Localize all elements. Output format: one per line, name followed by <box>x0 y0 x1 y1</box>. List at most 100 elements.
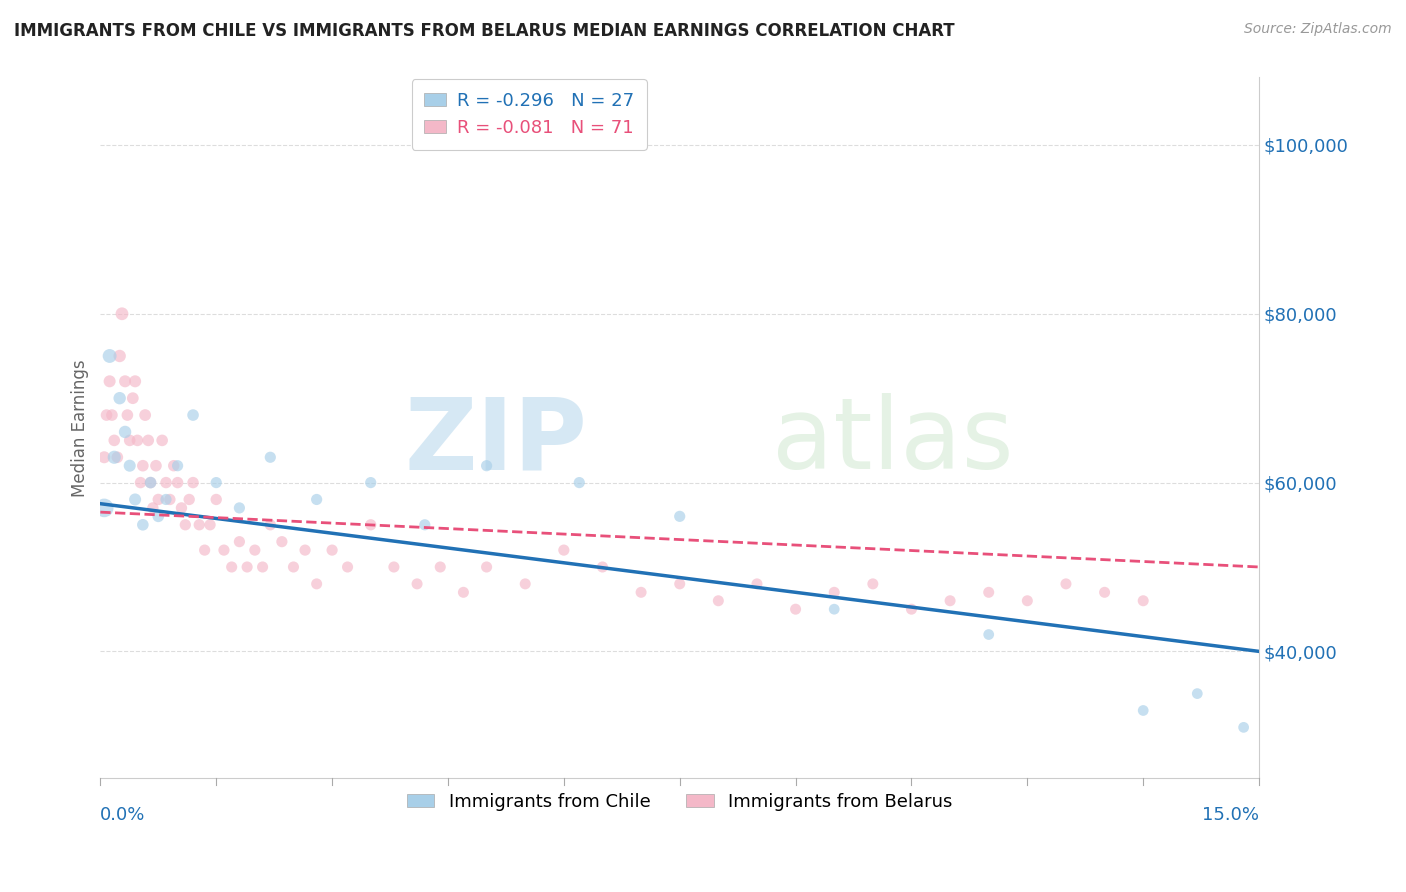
Point <box>174 517 197 532</box>
Point <box>124 492 146 507</box>
Text: atlas: atlas <box>772 393 1014 491</box>
Point <box>142 500 165 515</box>
Point <box>98 374 121 388</box>
Point <box>1187 687 1209 701</box>
Point <box>98 349 121 363</box>
Legend: Immigrants from Chile, Immigrants from Belarus: Immigrants from Chile, Immigrants from B… <box>399 786 959 818</box>
Point <box>1017 593 1039 607</box>
Point <box>630 585 652 599</box>
Point <box>305 492 328 507</box>
Point <box>103 450 125 465</box>
Point <box>166 475 188 490</box>
Point <box>475 458 498 473</box>
Point <box>305 577 328 591</box>
Point <box>977 585 1000 599</box>
Point <box>321 543 343 558</box>
Point <box>228 500 250 515</box>
Point <box>132 458 155 473</box>
Point <box>170 500 193 515</box>
Point <box>181 475 204 490</box>
Point <box>668 577 690 591</box>
Point <box>127 434 149 448</box>
Point <box>205 492 228 507</box>
Point <box>553 543 575 558</box>
Point <box>1233 720 1256 734</box>
Point <box>745 577 768 591</box>
Point <box>270 534 292 549</box>
Point <box>1094 585 1116 599</box>
Point <box>1054 577 1077 591</box>
Point <box>259 450 281 465</box>
Y-axis label: Median Earnings: Median Earnings <box>72 359 89 497</box>
Point <box>360 475 382 490</box>
Point <box>413 517 436 532</box>
Point <box>900 602 922 616</box>
Point <box>259 517 281 532</box>
Point <box>228 534 250 549</box>
Point <box>382 560 405 574</box>
Text: Source: ZipAtlas.com: Source: ZipAtlas.com <box>1244 22 1392 37</box>
Point <box>591 560 613 574</box>
Point <box>134 408 156 422</box>
Point <box>114 374 136 388</box>
Point <box>118 434 141 448</box>
Point <box>108 391 131 405</box>
Point <box>108 349 131 363</box>
Point <box>939 593 962 607</box>
Point <box>568 475 591 490</box>
Point <box>159 492 181 507</box>
Point <box>103 434 125 448</box>
Point <box>406 577 429 591</box>
Point <box>163 458 186 473</box>
Point <box>117 408 139 422</box>
Point <box>139 475 162 490</box>
Point <box>236 560 259 574</box>
Point <box>977 627 1000 641</box>
Point <box>283 560 305 574</box>
Point <box>96 408 118 422</box>
Point <box>93 450 115 465</box>
Point <box>212 543 235 558</box>
Text: ZIP: ZIP <box>404 393 588 491</box>
Point <box>1132 593 1154 607</box>
Point <box>188 517 211 532</box>
Point <box>429 560 451 574</box>
Point <box>105 450 128 465</box>
Point <box>823 585 845 599</box>
Point <box>101 408 124 422</box>
Point <box>118 458 141 473</box>
Point <box>129 475 152 490</box>
Point <box>111 307 134 321</box>
Point <box>155 475 177 490</box>
Point <box>475 560 498 574</box>
Point <box>360 517 382 532</box>
Point <box>453 585 475 599</box>
Point <box>136 434 159 448</box>
Point <box>1132 704 1154 718</box>
Point <box>823 602 845 616</box>
Point <box>294 543 316 558</box>
Point <box>121 391 143 405</box>
Text: 0.0%: 0.0% <box>100 806 146 824</box>
Point <box>515 577 537 591</box>
Point <box>148 509 170 524</box>
Point <box>145 458 167 473</box>
Point <box>707 593 730 607</box>
Point <box>181 408 204 422</box>
Point <box>336 560 359 574</box>
Point <box>194 543 217 558</box>
Text: IMMIGRANTS FROM CHILE VS IMMIGRANTS FROM BELARUS MEDIAN EARNINGS CORRELATION CHA: IMMIGRANTS FROM CHILE VS IMMIGRANTS FROM… <box>14 22 955 40</box>
Point <box>785 602 807 616</box>
Point <box>150 434 173 448</box>
Point <box>166 458 188 473</box>
Point <box>179 492 201 507</box>
Point <box>139 475 162 490</box>
Point <box>205 475 228 490</box>
Point <box>93 500 115 515</box>
Point <box>862 577 884 591</box>
Point <box>221 560 243 574</box>
Point <box>243 543 266 558</box>
Point <box>155 492 177 507</box>
Point <box>252 560 274 574</box>
Point <box>198 517 221 532</box>
